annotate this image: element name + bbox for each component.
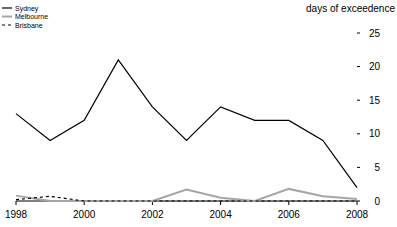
legend-swatch [2,16,12,18]
legend-swatch [2,24,12,25]
x-tick-label: 2006 [278,209,301,220]
y-tick-label: 25 [369,28,381,39]
y-tick-label: 10 [369,128,381,139]
x-tick [16,201,17,205]
x-tick-label: 2008 [346,209,369,220]
legend-label: Melbourne [15,13,48,20]
plot-area [16,60,357,201]
y-tick [357,100,360,101]
x-tick-label: 2004 [209,209,232,220]
legend-label: Sydney [15,5,39,13]
y-tick-label: 5 [374,162,380,173]
y-tick-label: 0 [374,196,380,207]
series-line [16,196,357,201]
y-tick-label: 15 [369,95,381,106]
y-tick [357,133,360,134]
series-line [16,60,357,188]
series-line [16,189,357,201]
y-tick [357,66,360,67]
y-tick [357,201,360,202]
legend-label: Brisbane [15,22,43,29]
x-tick [357,201,358,205]
x-tick-label: 2000 [73,209,96,220]
y-tick-label: 20 [369,61,381,72]
x-tick-label: 2002 [141,209,164,220]
legend-swatch [2,7,12,8]
y-axis-label: days of exceedence [306,3,395,14]
y-tick [357,167,360,168]
chart: 1998 2000 2002 2004 2006 2008 0 5 10 15 20 25 days o… [0,0,397,227]
x-tick-label: 1998 [5,209,28,220]
y-tick [357,33,360,34]
